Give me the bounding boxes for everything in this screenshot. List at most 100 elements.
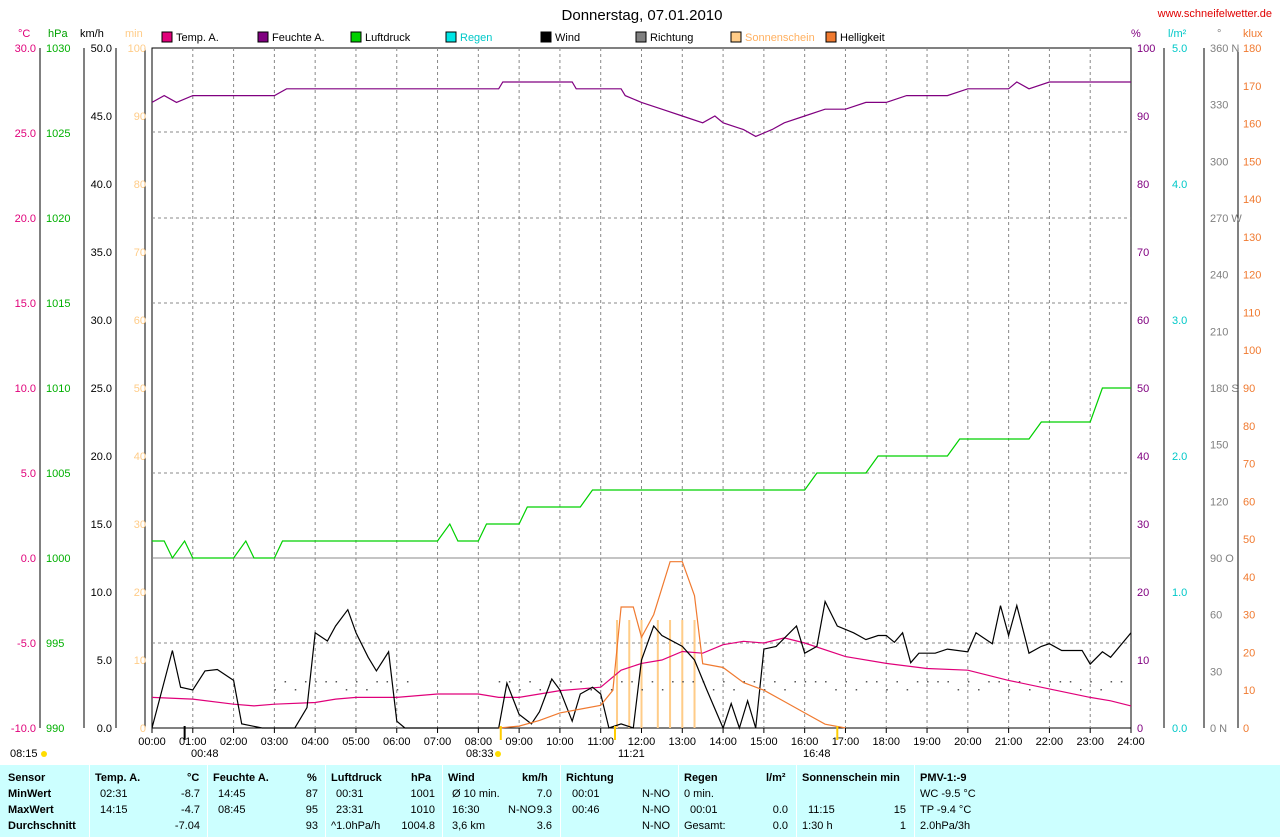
light-tick-label: 70 [1243,459,1255,471]
x-tick-label: 00:00 [138,736,166,748]
dir-tick-label: 120 [1210,496,1228,508]
direction-dot [753,681,756,683]
direction-dot [366,689,368,691]
wind-tick-label: 20.0 [91,451,112,463]
sun-tick-label: 30 [134,519,146,531]
stats-temp-header: Temp. A. [95,772,141,784]
light-tick-label: 130 [1243,232,1261,244]
direction-dot [508,681,511,683]
sunrise-time: 08:15 [10,748,38,760]
press-tick-label: 1005 [46,468,70,480]
x-tick-label: 02:00 [220,736,248,748]
stats-wind-header: Wind [448,772,475,784]
stats-wind-max-value: 9.3 [536,804,552,816]
stats-max-label: MaxWert [8,804,54,816]
stats-temp-avg-value: -7.04 [174,820,200,832]
sun-icon [495,751,501,757]
stats-dir-avg-value: N-NO [642,820,671,832]
direction-dot [784,689,786,691]
legend-swatch [825,31,837,43]
rain-tick-label: 5.0 [1172,43,1187,55]
stats-sun-max-value: 15 [893,804,906,816]
hum-tick-label: 100 [1137,43,1155,55]
direction-dot [906,689,909,691]
unit-dir: ° [1217,28,1221,40]
x-tick-label: 05:00 [342,736,370,748]
direction-dot [396,689,399,691]
stats-press-min-value: 1001 [410,788,435,800]
direction-dot [886,689,888,691]
wind-tick-label: 35.0 [91,247,112,259]
rain-tick-label: 0.0 [1172,723,1187,735]
direction-dot [376,681,378,683]
direction-dot [692,681,694,683]
light-tick-label: 180 [1243,43,1261,55]
stats-sun-max-time: 11:15 [808,804,835,816]
direction-dot [865,681,868,683]
direction-dot [610,689,613,691]
x-tick-label: 16:00 [791,736,819,748]
stats-hum-avg-value: 93 [305,820,318,832]
x-tick-label: 18:00 [872,736,900,748]
direction-dot [978,689,980,691]
light-tick-label: 160 [1243,119,1261,131]
x-tick-label: 21:00 [995,736,1023,748]
dir-tick-label: 360 N [1210,43,1239,55]
legend: Temp. A. Feuchte A. Luftdruck Regen Wind Rich… [161,31,885,44]
statistics-panel: Sensor MinWert MaxWert Durchschnitt Temp… [0,765,1280,837]
direction-dot [957,689,960,691]
press-tick-label: 995 [46,638,64,650]
sunset-time: 16:48 [803,748,831,760]
stats-wind-unit: km/h [522,772,548,784]
direction-dot [600,681,603,683]
chart-title: Donnerstag, 07.01.2010 [562,7,723,24]
direction-dot [1100,689,1102,691]
hum-tick-label: 60 [1137,315,1149,327]
hum-tick-label: 50 [1137,383,1149,395]
direction-dot [345,689,348,691]
stats-wind-max-time: 16:30 [452,804,480,816]
stats-rain-unit: l/m² [766,772,786,784]
axes: 30.025.020.015.010.05.00.0-5.0-10.010301… [11,43,1261,735]
x-tick-label: 13:00 [669,736,697,748]
direction-dot [814,681,817,683]
stats-pmv-line3: 2.0hPa/3h [920,820,971,832]
hum-tick-label: 80 [1137,179,1149,191]
x-tick-label: 11:00 [587,736,614,748]
stats-press-avg-value: 1004.8 [401,820,435,832]
unit-hum: % [1131,28,1141,40]
legend-label: Richtung [650,32,693,44]
sun-tick-label: 100 [128,43,146,55]
x-tick-label: 07:00 [424,736,452,748]
legend-label: Regen [460,32,492,44]
direction-dot [947,681,949,683]
light-tick-label: 140 [1243,194,1261,206]
dir-tick-label: 300 [1210,156,1228,168]
direction-dot [763,689,766,691]
direction-dot [774,681,776,683]
stats-press-min-time: 00:31 [336,788,364,800]
series-lines [151,81,1132,730]
stats-rain-max-value: 0.0 [772,804,788,816]
direction-dot [570,681,572,683]
dir-tick-label: 270 W [1210,213,1242,225]
legend-label: Wind [555,32,580,44]
direction-dot [804,681,807,683]
stats-hum-header: Feuchte A. [213,772,269,784]
watermark: www.schneifelwetter.de [1157,8,1272,20]
stats-wind-distance: 3,6 km [452,820,486,832]
direction-dot [1069,681,1072,683]
dir-tick-label: 90 O [1210,553,1234,565]
stats-dir-max-time: 00:46 [572,804,600,816]
sun-icon [41,751,47,757]
direction-dot [355,681,358,683]
direction-dot [1029,689,1031,691]
x-tick-label: 17:00 [832,736,860,748]
sun-tick-label: 80 [134,179,146,191]
light-tick-label: 120 [1243,270,1261,282]
legend-swatch [350,31,362,43]
dir-tick-label: 210 [1210,326,1228,338]
direction-dot [580,681,582,683]
press-tick-label: 1000 [46,553,70,565]
sun-tick-label: 20 [134,587,146,599]
